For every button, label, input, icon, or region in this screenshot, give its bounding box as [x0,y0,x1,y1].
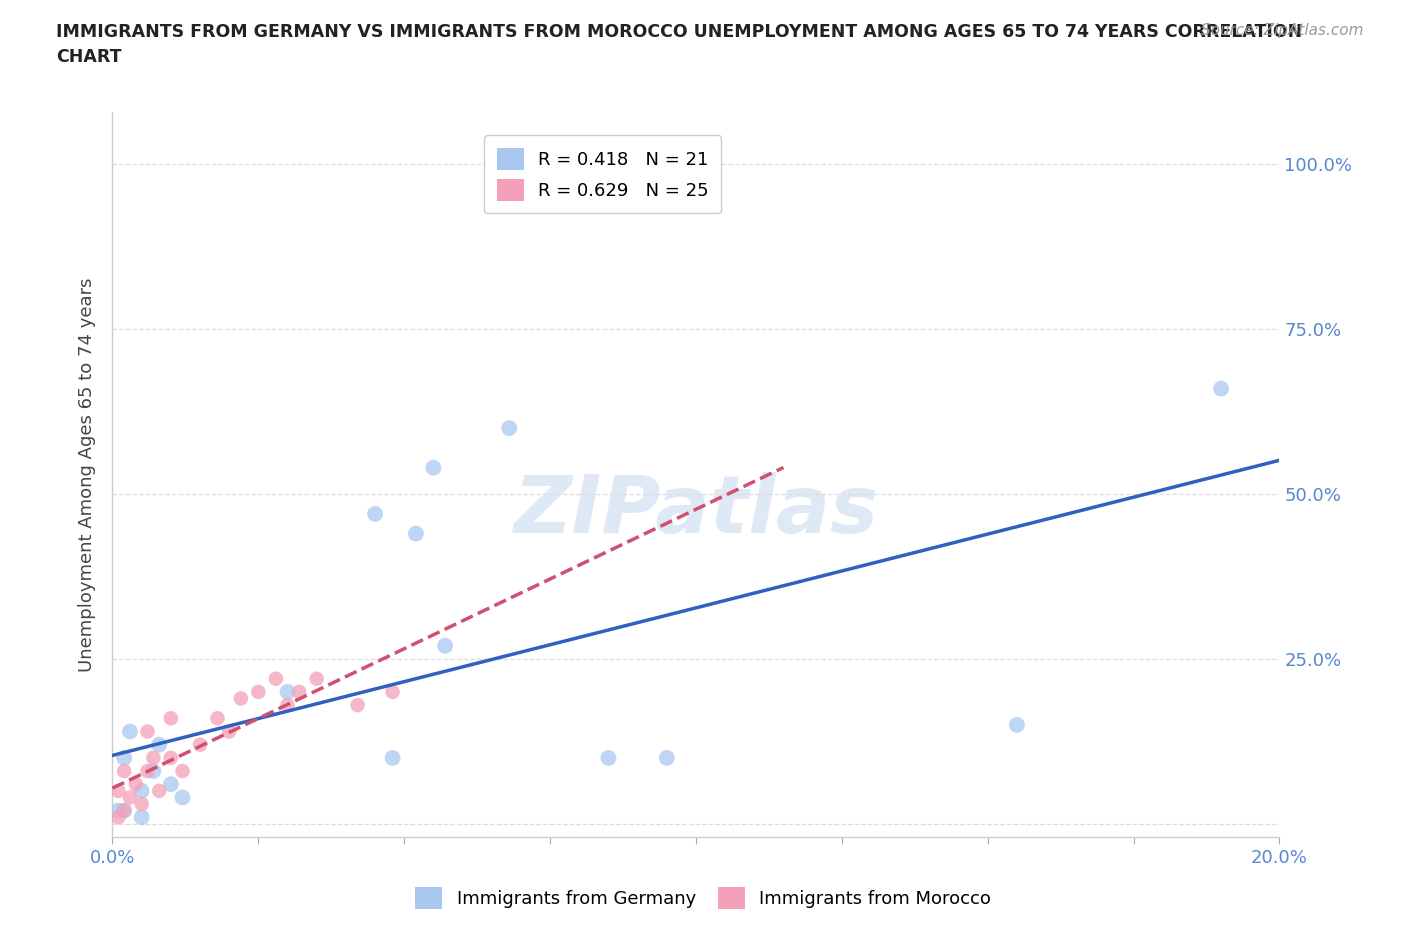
Legend: Immigrants from Germany, Immigrants from Morocco: Immigrants from Germany, Immigrants from… [408,880,998,916]
Point [142,764,165,778]
Point [655,751,678,765]
Point [172,790,194,804]
Point [381,684,404,699]
Point [107,804,129,818]
Point [247,684,270,699]
Point [172,764,194,778]
Point [125,777,148,791]
Point [118,724,141,739]
Legend: R = 0.418   N = 21, R = 0.629   N = 25: R = 0.418 N = 21, R = 0.629 N = 25 [484,135,721,214]
Point [305,671,328,686]
Point [142,751,165,765]
Point [148,783,170,798]
Point [131,783,153,798]
Point [131,810,153,825]
Point [381,751,404,765]
Text: Source: ZipAtlas.com: Source: ZipAtlas.com [1201,23,1364,38]
Point [131,797,153,812]
Point [598,751,620,765]
Point [160,777,183,791]
Point [160,751,183,765]
Point [1005,717,1028,732]
Text: CHART: CHART [56,48,122,66]
Point [207,711,229,725]
Point [148,737,170,752]
Point [107,810,129,825]
Point [118,790,141,804]
Point [136,724,159,739]
Point [364,507,387,522]
Point [276,684,298,699]
Point [160,711,183,725]
Point [112,804,135,818]
Point [107,783,129,798]
Point [136,764,159,778]
Point [112,764,135,778]
Y-axis label: Unemployment Among Ages 65 to 74 years: Unemployment Among Ages 65 to 74 years [77,277,96,671]
Point [405,526,427,541]
Point [434,638,457,653]
Text: IMMIGRANTS FROM GERMANY VS IMMIGRANTS FROM MOROCCO UNEMPLOYMENT AMONG AGES 65 TO: IMMIGRANTS FROM GERMANY VS IMMIGRANTS FR… [56,23,1302,41]
Point [188,737,211,752]
Point [112,751,135,765]
Point [288,684,311,699]
Point [218,724,240,739]
Point [264,671,287,686]
Point [1209,381,1232,396]
Text: ZIPatlas: ZIPatlas [513,472,879,550]
Point [112,804,135,818]
Point [346,698,368,712]
Point [276,698,298,712]
Point [498,420,520,435]
Point [229,691,252,706]
Point [422,460,444,475]
